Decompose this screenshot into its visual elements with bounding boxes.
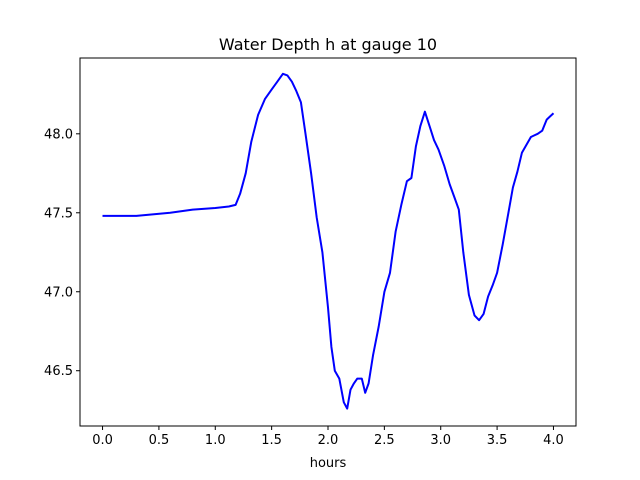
x-tick-label: 0.0 bbox=[92, 433, 113, 448]
x-axis-label: hours bbox=[310, 456, 347, 471]
x-tick-label: 1.0 bbox=[205, 433, 226, 448]
y-tick-label: 47.0 bbox=[44, 285, 73, 300]
series-line-0 bbox=[102, 72, 555, 410]
y-tick-label: 48.0 bbox=[44, 127, 73, 142]
x-tick-label: 4.0 bbox=[543, 433, 564, 448]
plot-area: 0.0 0.5 1.0 1.5 2.0 2.5 3.0 3.5 4.0 46.5 47.0 47.5 4… bbox=[44, 57, 577, 448]
chart-title: Water Depth h at gauge 10 bbox=[219, 35, 437, 54]
x-tick-label: 0.5 bbox=[149, 433, 170, 448]
y-tick-label: 46.5 bbox=[44, 364, 73, 379]
x-tick-label: 3.5 bbox=[487, 433, 508, 448]
x-tick-label: 3.0 bbox=[430, 433, 451, 448]
x-tick-label: 1.5 bbox=[261, 433, 282, 448]
x-tick-label: 2.5 bbox=[374, 433, 395, 448]
x-tick-label: 2.0 bbox=[318, 433, 339, 448]
y-tick-label: 47.5 bbox=[44, 206, 73, 221]
